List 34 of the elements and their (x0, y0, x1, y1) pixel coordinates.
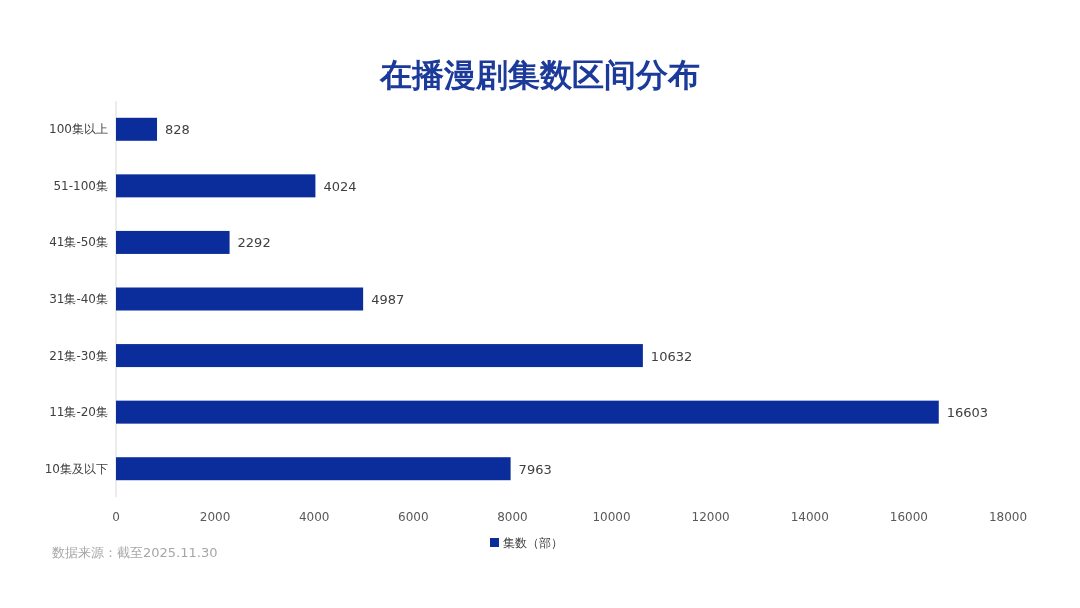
y-tick-label: 10集及以下 (44, 461, 108, 476)
data-label: 4987 (371, 292, 405, 307)
x-tick-label: 4000 (298, 510, 330, 524)
data-label: 10632 (650, 348, 693, 364)
bar (116, 117, 158, 141)
x-tick-label: 0 (112, 510, 120, 524)
source-note: 数据来源：截至2025.11.30 (52, 545, 218, 560)
x-tick-label: 16000 (889, 510, 928, 524)
x-tick-label: 14000 (790, 510, 829, 524)
x-tick-label: 12000 (691, 510, 730, 524)
data-label: 16603 (946, 405, 989, 421)
x-tick-label: 18000 (988, 510, 1028, 524)
bar (116, 230, 230, 254)
y-tick-label: 41集-50集 (49, 235, 108, 250)
y-tick-label: 100集以上 (49, 122, 108, 137)
bar (116, 457, 511, 481)
bar (116, 344, 643, 368)
data-label: 4024 (323, 178, 357, 194)
data-label: 2292 (237, 235, 271, 251)
y-tick-label: 21集-30集 (49, 348, 108, 363)
y-tick-label: 51-100集 (53, 178, 108, 193)
y-tick-label: 11集-20集 (49, 405, 108, 420)
x-tick-label: 10000 (592, 510, 631, 524)
y-tick-label: 31集-40集 (49, 292, 108, 306)
bar (116, 174, 316, 198)
x-tick-label: 2000 (199, 510, 231, 524)
x-tick-label: 6000 (398, 510, 429, 524)
bar (116, 400, 939, 424)
data-label: 7963 (518, 461, 552, 477)
bar (116, 287, 364, 311)
data-label: 828 (165, 122, 190, 138)
chart-title: 在播漫剧集数区间分布 (379, 56, 700, 94)
x-tick-label: 8000 (497, 510, 528, 524)
legend-label: 集数（部） (503, 536, 563, 550)
